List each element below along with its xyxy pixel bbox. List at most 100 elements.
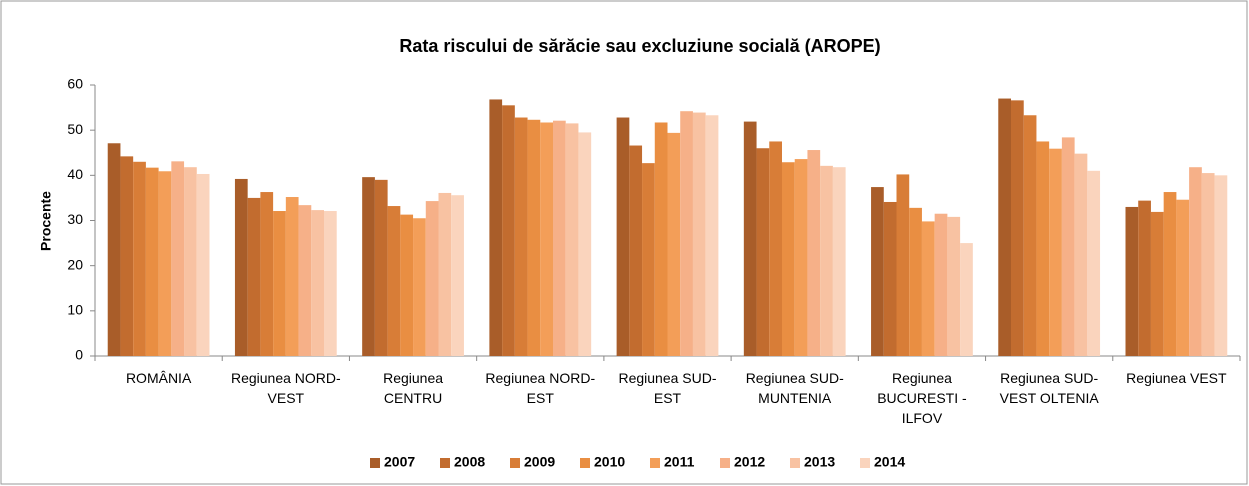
legend-label: 2011 <box>664 454 695 470</box>
bar <box>1036 141 1050 356</box>
bar <box>692 112 706 356</box>
y-tick-label: 10 <box>67 302 83 318</box>
legend-label: 2009 <box>524 454 555 470</box>
legend-swatch <box>720 458 730 468</box>
bar <box>413 218 426 356</box>
bar <box>565 123 579 357</box>
legend-swatch <box>860 458 870 468</box>
bar <box>260 192 274 356</box>
y-axis-label: Procente <box>38 191 54 251</box>
bar <box>285 197 299 356</box>
bar <box>1150 211 1164 356</box>
bar <box>298 205 312 356</box>
x-tick-label: Regiunea SUD-MUNTENIA <box>746 370 844 406</box>
bar <box>1125 206 1139 356</box>
legend-swatch <box>510 458 520 468</box>
bar <box>247 197 261 356</box>
legend-label: 2007 <box>384 454 415 470</box>
bar <box>680 111 693 357</box>
bar <box>1138 200 1151 356</box>
bar <box>1023 115 1037 357</box>
bar <box>794 159 808 356</box>
bar <box>158 171 172 356</box>
legend-label: 2010 <box>594 454 625 470</box>
legend-swatch <box>370 458 380 468</box>
bar <box>769 141 782 356</box>
bar <box>1189 167 1202 356</box>
bar <box>896 174 910 356</box>
bar <box>654 122 668 356</box>
bar <box>807 150 821 356</box>
bar <box>489 99 503 356</box>
bar <box>133 161 146 356</box>
legend-label: 2013 <box>804 454 835 470</box>
x-tick-label: Regiunea NORD-EST <box>485 370 595 406</box>
x-tick-label: Regiunea BUCURESTI -ILFOV <box>877 370 967 426</box>
chart-title: Rata riscului de sărăcie sau excluziune … <box>399 36 880 56</box>
x-tick-label: ROMÂNIA <box>126 370 192 386</box>
bar <box>1074 153 1088 356</box>
bar <box>832 167 846 356</box>
bar <box>374 179 388 356</box>
bar <box>324 211 337 356</box>
bar <box>514 117 528 357</box>
bar <box>642 163 655 356</box>
y-tick-label: 30 <box>67 211 83 227</box>
y-tick-label: 40 <box>67 166 83 182</box>
bar <box>438 192 452 356</box>
bar <box>451 195 464 356</box>
bar <box>616 117 630 357</box>
y-tick-label: 20 <box>67 256 83 272</box>
legend-label: 2014 <box>874 454 905 470</box>
x-tick-label: Regiunea VEST <box>1126 370 1227 386</box>
bar <box>540 122 553 356</box>
legend-swatch <box>580 458 590 468</box>
x-tick-label: Regiunea SUD-VEST OLTENIA <box>1000 370 1100 406</box>
bar <box>909 207 922 356</box>
bar <box>1011 100 1024 357</box>
legend-label: 2008 <box>454 454 485 470</box>
bar <box>883 201 897 356</box>
bar <box>756 148 770 356</box>
bar <box>743 121 757 357</box>
bar <box>145 167 159 356</box>
bar <box>667 132 681 356</box>
x-tick-label: Regiunea NORD-VEST <box>231 370 341 406</box>
bar <box>921 221 935 356</box>
bar <box>820 165 833 356</box>
legend-swatch <box>650 458 660 468</box>
bar <box>960 243 973 356</box>
y-tick-label: 60 <box>67 76 83 92</box>
bar <box>934 213 948 356</box>
legend-label: 2012 <box>734 454 765 470</box>
bar <box>527 119 541 356</box>
bar <box>387 206 401 356</box>
bar <box>184 167 197 356</box>
bar <box>1049 148 1062 356</box>
bar <box>425 201 439 356</box>
bar <box>782 162 795 356</box>
bar <box>871 187 884 356</box>
bar <box>311 210 324 356</box>
y-tick-label: 0 <box>75 347 83 363</box>
bar <box>234 178 248 356</box>
bar <box>120 156 134 356</box>
bar <box>362 177 375 356</box>
bar <box>947 216 961 356</box>
bar <box>1176 199 1190 356</box>
bar <box>578 132 592 356</box>
bar <box>1087 170 1101 356</box>
bar <box>107 143 121 356</box>
bar <box>1061 137 1075 356</box>
bar <box>171 161 185 356</box>
x-tick-label: Regiunea SUD-EST <box>618 370 716 406</box>
bar <box>273 211 286 356</box>
legend-swatch <box>790 458 800 468</box>
x-tick-label: Regiunea CENTRU <box>383 370 443 406</box>
bar <box>196 173 210 356</box>
bar <box>553 120 566 356</box>
bar <box>705 115 719 357</box>
bar <box>998 98 1011 357</box>
bar <box>1201 173 1215 356</box>
